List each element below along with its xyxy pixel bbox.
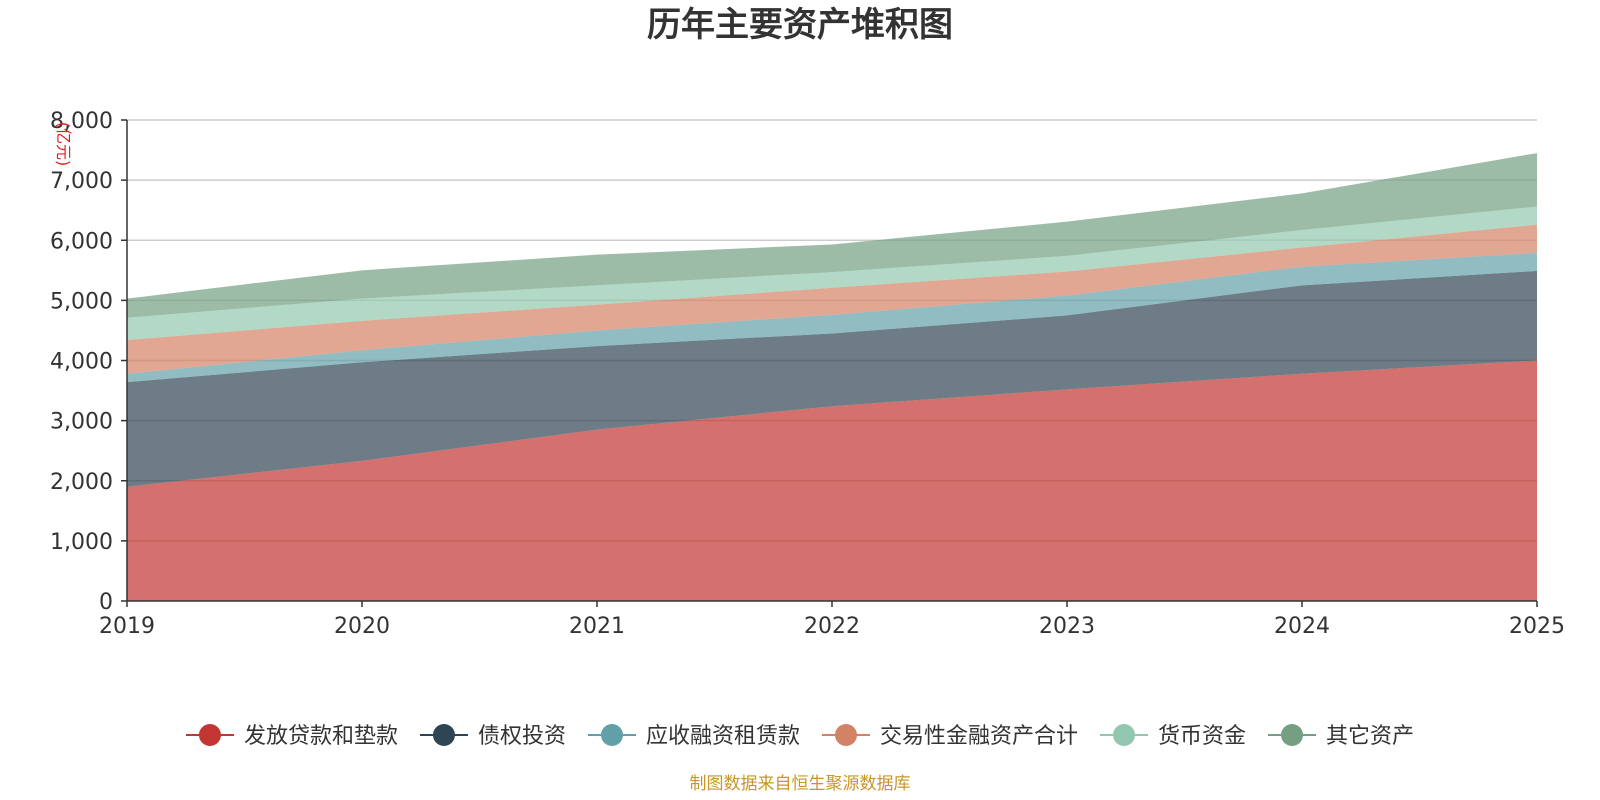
x-tick-label-0: 2019 <box>99 614 155 639</box>
x-tick-label-2: 2021 <box>569 614 625 639</box>
legend-label-3: 交易性金融资产合计 <box>880 724 1078 749</box>
legend-label-2: 应收融资租赁款 <box>646 724 800 749</box>
y-tick-label-5: 5,000 <box>50 289 113 314</box>
data-source-note: 制图数据来自恒生聚源数据库 <box>690 774 911 794</box>
x-tick-label-3: 2022 <box>804 614 860 639</box>
y-tick-label-6: 6,000 <box>50 229 113 254</box>
y-tick-label-4: 4,000 <box>50 350 113 375</box>
y-tick-label-0: 0 <box>99 590 113 615</box>
legend-marker-2 <box>600 724 623 746</box>
series-areas <box>127 153 1537 601</box>
legend-item-1[interactable]: 债权投资 <box>419 724 566 749</box>
chart-title: 历年主要资产堆积图 <box>647 5 953 45</box>
legend-marker-0 <box>198 724 221 746</box>
area-series-1 <box>127 270 1537 487</box>
area-series-5 <box>127 153 1537 318</box>
y-axis-ticks: 0 1,000 2,000 3,000 4,000 5,000 6,000 7,000 8,00… <box>50 109 127 615</box>
y-tick-label-8: 8,000 <box>50 109 113 134</box>
legend-label-0: 发放贷款和垫款 <box>244 724 398 749</box>
legend-item-5[interactable]: 其它资产 <box>1268 724 1414 749</box>
x-tick-label-5: 2024 <box>1274 614 1330 639</box>
legend-marker-5 <box>1281 724 1304 746</box>
legend-marker-1 <box>432 724 455 746</box>
area-series-0 <box>127 360 1537 601</box>
x-tick-label-1: 2020 <box>334 614 390 639</box>
legend-label-1: 债权投资 <box>478 724 566 749</box>
legend-item-4[interactable]: 货币资金 <box>1100 724 1246 749</box>
legend-item-2[interactable]: 应收融资租赁款 <box>587 724 800 749</box>
x-tick-label-4: 2023 <box>1039 614 1095 639</box>
y-tick-label-3: 3,000 <box>50 410 113 435</box>
y-tick-label-7: 7,000 <box>50 169 113 194</box>
legend: 发放贷款和垫款 债权投资 应收融资租赁款 交易性金融资产合计 货币资金 其它资产 <box>185 724 1414 749</box>
x-axis-ticks: 2019 2020 2021 2022 2023 2024 2025 <box>99 601 1565 639</box>
legend-label-4: 货币资金 <box>1158 724 1246 749</box>
legend-marker-3 <box>835 724 857 746</box>
y-tick-label-1: 1,000 <box>50 530 113 555</box>
legend-marker-4 <box>1113 724 1136 746</box>
area-series-3 <box>127 224 1537 374</box>
legend-label-5: 其它资产 <box>1326 724 1414 749</box>
y-tick-label-2: 2,000 <box>50 470 113 495</box>
legend-item-0[interactable]: 发放贷款和垫款 <box>185 724 398 749</box>
y-axis-unit-label: (亿元) <box>54 122 73 167</box>
area-series-2 <box>127 252 1537 383</box>
legend-item-3[interactable]: 交易性金融资产合计 <box>822 724 1078 749</box>
x-tick-label-6: 2025 <box>1509 614 1565 639</box>
area-series-4 <box>127 206 1537 341</box>
